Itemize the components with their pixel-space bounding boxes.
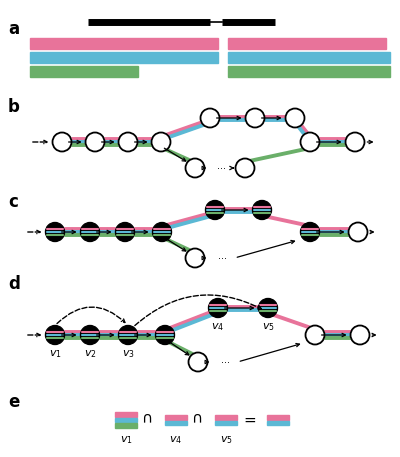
Text: e: e bbox=[8, 393, 19, 411]
Circle shape bbox=[80, 223, 100, 241]
Circle shape bbox=[52, 133, 72, 152]
FancyArrowPatch shape bbox=[96, 333, 113, 337]
Bar bbox=[267, 415, 289, 420]
FancyArrowPatch shape bbox=[370, 230, 373, 234]
FancyArrowPatch shape bbox=[322, 333, 345, 337]
Circle shape bbox=[118, 325, 138, 345]
Circle shape bbox=[152, 133, 170, 152]
Text: ...: ... bbox=[218, 251, 227, 261]
Circle shape bbox=[80, 325, 100, 345]
Bar bbox=[30, 52, 218, 63]
FancyArrowPatch shape bbox=[28, 230, 40, 234]
FancyArrowPatch shape bbox=[168, 341, 189, 355]
Text: c: c bbox=[8, 193, 18, 211]
Circle shape bbox=[186, 159, 204, 177]
FancyArrowPatch shape bbox=[202, 166, 205, 170]
Circle shape bbox=[300, 133, 320, 152]
FancyArrowPatch shape bbox=[102, 140, 113, 143]
FancyArrowPatch shape bbox=[230, 166, 234, 170]
Bar bbox=[228, 66, 390, 77]
Text: d: d bbox=[8, 275, 20, 293]
Bar bbox=[165, 415, 187, 420]
Text: $v_2$: $v_2$ bbox=[84, 349, 96, 360]
FancyArrowPatch shape bbox=[202, 256, 205, 260]
Circle shape bbox=[350, 325, 370, 345]
Bar bbox=[215, 420, 237, 425]
Text: $v_3$: $v_3$ bbox=[122, 349, 134, 360]
FancyArrowPatch shape bbox=[62, 333, 75, 337]
Circle shape bbox=[186, 249, 204, 267]
Text: $v_1$: $v_1$ bbox=[120, 434, 132, 446]
FancyArrowPatch shape bbox=[134, 140, 146, 143]
Text: b: b bbox=[8, 98, 20, 116]
FancyArrowPatch shape bbox=[240, 344, 300, 361]
Circle shape bbox=[86, 133, 104, 152]
Bar bbox=[228, 38, 386, 49]
Circle shape bbox=[152, 223, 172, 241]
Circle shape bbox=[156, 325, 174, 345]
FancyArrowPatch shape bbox=[132, 230, 147, 234]
Circle shape bbox=[286, 108, 304, 128]
Bar bbox=[228, 52, 390, 63]
FancyArrowPatch shape bbox=[62, 230, 75, 234]
FancyArrowPatch shape bbox=[237, 240, 294, 257]
FancyArrowPatch shape bbox=[222, 208, 247, 212]
Text: $v_5$: $v_5$ bbox=[220, 434, 232, 446]
Text: $v_4$: $v_4$ bbox=[170, 434, 182, 446]
Text: ...: ... bbox=[217, 161, 226, 171]
FancyArrowPatch shape bbox=[224, 306, 253, 310]
Bar bbox=[115, 412, 137, 417]
Circle shape bbox=[188, 352, 208, 372]
FancyArrowPatch shape bbox=[316, 230, 343, 234]
Bar bbox=[30, 66, 138, 77]
Circle shape bbox=[200, 108, 220, 128]
FancyArrowPatch shape bbox=[216, 117, 240, 120]
Circle shape bbox=[208, 298, 228, 318]
Circle shape bbox=[246, 108, 264, 128]
FancyArrowPatch shape bbox=[367, 140, 372, 143]
Text: a: a bbox=[8, 20, 19, 38]
FancyArrowPatch shape bbox=[165, 238, 186, 251]
Text: $\cap$: $\cap$ bbox=[141, 411, 152, 426]
Circle shape bbox=[46, 325, 64, 345]
Text: $\cap$: $\cap$ bbox=[191, 411, 202, 426]
Circle shape bbox=[116, 223, 134, 241]
Bar bbox=[165, 420, 187, 425]
Text: $v_1$: $v_1$ bbox=[48, 349, 62, 360]
Circle shape bbox=[348, 223, 368, 241]
Bar bbox=[267, 420, 289, 425]
FancyArrowPatch shape bbox=[204, 360, 208, 364]
Circle shape bbox=[118, 133, 138, 152]
FancyArrowPatch shape bbox=[135, 295, 261, 325]
Circle shape bbox=[346, 133, 364, 152]
FancyArrowPatch shape bbox=[164, 148, 186, 161]
FancyArrowPatch shape bbox=[372, 333, 375, 337]
FancyArrowPatch shape bbox=[28, 333, 40, 337]
FancyArrowPatch shape bbox=[57, 307, 125, 324]
FancyArrowPatch shape bbox=[316, 140, 340, 143]
FancyArrowPatch shape bbox=[134, 333, 150, 337]
FancyArrowPatch shape bbox=[33, 140, 47, 143]
FancyArrowPatch shape bbox=[68, 140, 80, 143]
Circle shape bbox=[306, 325, 324, 345]
Bar bbox=[215, 415, 237, 420]
Circle shape bbox=[46, 223, 64, 241]
Text: $v_4$: $v_4$ bbox=[212, 322, 224, 333]
FancyArrowPatch shape bbox=[262, 117, 280, 120]
Circle shape bbox=[252, 201, 272, 219]
Text: ...: ... bbox=[221, 355, 230, 365]
FancyArrowPatch shape bbox=[96, 230, 110, 234]
Bar bbox=[30, 38, 218, 49]
Circle shape bbox=[258, 298, 278, 318]
Circle shape bbox=[236, 159, 254, 177]
Circle shape bbox=[206, 201, 224, 219]
Bar bbox=[115, 418, 137, 422]
Circle shape bbox=[300, 223, 320, 241]
Text: $=$: $=$ bbox=[241, 411, 257, 426]
Text: $v_5$: $v_5$ bbox=[262, 322, 274, 333]
Bar bbox=[115, 423, 137, 428]
